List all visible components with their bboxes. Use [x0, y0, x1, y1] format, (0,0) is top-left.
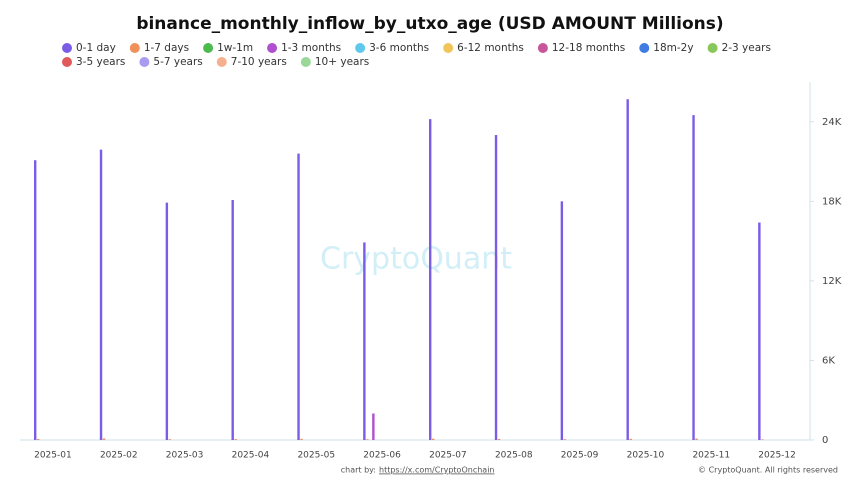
bar	[692, 115, 695, 441]
footer-prefix: chart by:	[341, 466, 376, 475]
legend-label: 7-10 years	[231, 56, 287, 68]
legend-label: 2-3 years	[722, 42, 771, 54]
bar	[629, 438, 632, 440]
bar	[297, 153, 300, 440]
legend-label: 3-6 months	[369, 42, 429, 54]
x-tick-label: 2025-05	[297, 451, 335, 461]
bar	[99, 149, 103, 440]
x-tick-label: 2025-02	[100, 451, 138, 461]
x-tick-label: 2025-09	[561, 451, 599, 461]
legend-label: 12-18 months	[552, 42, 625, 54]
legend-marker	[443, 43, 454, 53]
bar	[695, 438, 698, 440]
bar	[560, 201, 564, 440]
legend-label: 6-12 months	[457, 42, 524, 54]
x-tick-label: 2025-04	[232, 451, 270, 461]
legend-label: 1-7 days	[144, 42, 189, 54]
bar	[234, 439, 237, 440]
x-tick-label: 2025-06	[363, 451, 401, 461]
legend-marker	[300, 57, 311, 67]
bar	[372, 413, 375, 440]
legend-label: 3-5 years	[76, 56, 125, 68]
y-tick-label: 18K	[822, 196, 842, 207]
bar	[102, 438, 106, 440]
chart-title: binance_monthly_inflow_by_utxo_age (USD …	[136, 14, 723, 34]
legend-label: 1-3 months	[281, 42, 341, 54]
bar	[432, 438, 435, 440]
bar	[366, 439, 369, 440]
legend-marker	[62, 43, 72, 53]
legend-marker	[62, 57, 72, 67]
bar	[494, 135, 498, 440]
legend-marker	[129, 43, 140, 53]
x-tick-label: 2025-07	[429, 451, 467, 461]
legend-marker	[267, 43, 278, 53]
watermark: CryptoQuant	[320, 242, 512, 277]
x-tick-label: 2025-08	[495, 451, 533, 461]
legend-marker	[639, 43, 650, 53]
footer-link[interactable]: https://x.com/CryptoOnchain	[379, 466, 494, 475]
y-tick-label: 24K	[822, 117, 842, 128]
bar	[168, 439, 172, 440]
bar	[626, 99, 629, 441]
legend-label: 1w-1m	[217, 42, 253, 54]
y-tick-label: 12K	[822, 276, 842, 287]
copyright: © CryptoQuant. All rights reserved	[698, 466, 838, 475]
bar	[231, 200, 234, 440]
x-tick-label: 2025-11	[692, 451, 730, 461]
x-tick-label: 2025-01	[34, 451, 72, 461]
bar	[497, 438, 501, 440]
bar	[37, 438, 40, 440]
bar	[165, 202, 169, 440]
legend-label: 5-7 years	[153, 56, 202, 68]
bar	[34, 160, 37, 441]
bar	[761, 439, 764, 440]
bar	[363, 242, 366, 440]
x-tick-label: 2025-03	[166, 451, 204, 461]
bar	[563, 439, 567, 440]
legend-marker	[216, 57, 227, 67]
legend-marker	[355, 43, 366, 53]
x-tick-label: 2025-10	[627, 451, 665, 461]
legend-marker	[537, 43, 548, 53]
legend-marker	[139, 57, 150, 67]
legend-label: 0-1 day	[76, 42, 116, 54]
bar	[758, 222, 761, 440]
x-tick-label: 2025-12	[758, 451, 796, 461]
legend-label: 10+ years	[315, 56, 369, 68]
y-tick-label: 6K	[822, 355, 835, 366]
legend-label: 18m-2y	[653, 42, 693, 54]
legend-marker	[203, 43, 214, 53]
legend-marker	[707, 43, 718, 53]
bar	[429, 119, 432, 441]
y-tick-label: 0	[822, 435, 828, 446]
bar	[300, 438, 303, 440]
